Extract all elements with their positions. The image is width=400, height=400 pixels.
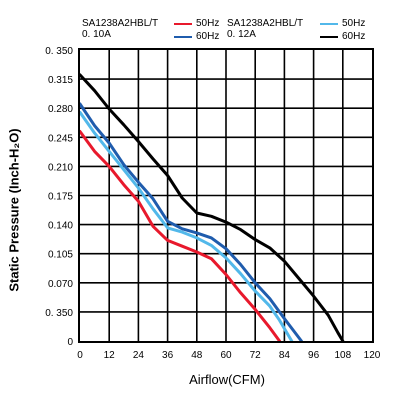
series-line <box>78 130 281 343</box>
grid <box>80 50 372 341</box>
y-tick-label: 0.175 <box>48 192 73 203</box>
y-tick-label: 0.210 <box>48 162 73 173</box>
legend-swatch <box>320 23 338 25</box>
series-line <box>78 110 294 343</box>
y-tick-label: 0. 350 <box>45 46 73 57</box>
legend-group-1: SA1238A2HBL/T 0. 10A <box>82 18 158 40</box>
series-line <box>78 73 345 343</box>
legend-current: 0. 12A <box>227 29 256 40</box>
tick-labels: 0 12 24 36 48 60 72 84 96 108 120 0 0. 350 0.070 0.105… <box>45 46 381 361</box>
y-tick-label: 0.280 <box>48 104 73 115</box>
y-tick-label: 0.140 <box>48 221 73 232</box>
plot-frame <box>78 48 374 343</box>
legend-model: SA1238A2HBL/T <box>227 18 304 29</box>
y-tick-label: 0. 350 <box>45 308 73 319</box>
series-lines <box>78 73 345 343</box>
y-tick-label: 0.315 <box>48 75 73 86</box>
legend-swatch <box>174 36 192 38</box>
legend-model: SA1238A2HBL/T <box>82 18 159 29</box>
x-axis-label: Airflow(CFM) <box>189 372 265 387</box>
series-line <box>78 102 303 343</box>
y-tick-label: 0.070 <box>48 279 73 290</box>
x-tick-label: 108 <box>334 350 351 361</box>
x-tick-label: 96 <box>308 350 320 361</box>
x-tick-label: 84 <box>279 350 291 361</box>
y-tick-label: 0.105 <box>48 250 73 261</box>
legend-entry-label: 50Hz <box>196 18 220 29</box>
y-tick-label: 0.245 <box>48 133 73 144</box>
x-tick-label: 0 <box>77 350 83 361</box>
y-tick-label: 0 <box>67 337 73 348</box>
x-tick-label: 12 <box>104 350 116 361</box>
legend-entry-label: 50Hz <box>342 18 366 29</box>
x-tick-label: 120 <box>364 350 381 361</box>
legend-swatch <box>320 36 338 38</box>
x-tick-label: 72 <box>250 350 262 361</box>
x-tick-label: 24 <box>133 350 145 361</box>
x-tick-label: 60 <box>220 350 232 361</box>
y-axis-label: Static Pressure (Inch-H₂O) <box>6 128 22 292</box>
legend-entry-label: 60Hz <box>196 31 220 42</box>
legend-entry-label: 60Hz <box>342 31 366 42</box>
x-tick-label: 48 <box>191 350 203 361</box>
legend-swatch <box>174 23 192 25</box>
x-tick-label: 36 <box>162 350 174 361</box>
legend-group-2: SA1238A2HBL/T 0. 12A <box>227 18 303 40</box>
legend-current: 0. 10A <box>82 29 111 40</box>
